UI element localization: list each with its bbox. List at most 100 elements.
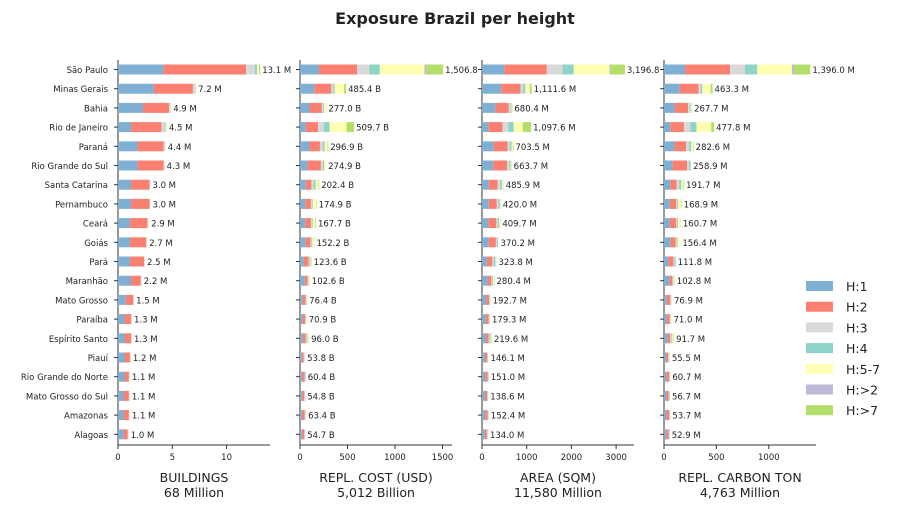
bar-segment-h-1 xyxy=(482,218,489,229)
bar-segment-h-2 xyxy=(302,333,306,344)
bar-value-label: 1.5 M xyxy=(136,296,160,306)
bar-segment-h-1 xyxy=(482,179,489,190)
bar-segment-h-3 xyxy=(310,198,312,209)
bar-segment-h-5-7 xyxy=(573,64,610,75)
bar-segment-h-2 xyxy=(674,102,689,113)
bar-segment-h-4 xyxy=(333,83,335,94)
bar-segment-h-4 xyxy=(508,122,514,133)
bar-segment-h-1 xyxy=(300,160,308,171)
x-axis-total: 5,012 Billion xyxy=(337,485,415,500)
bar-value-label: 274.9 B xyxy=(328,162,361,172)
bar-segment-h-2 xyxy=(669,198,677,209)
bar-segment-h-5-7 xyxy=(681,179,684,190)
bar-segment-h-2 xyxy=(486,294,490,305)
state-label: Ceará xyxy=(83,220,108,230)
bar-value-label: 54.7 B xyxy=(307,431,335,441)
bar-value-label: 1.1 M xyxy=(132,373,156,383)
bar-segment-h-2 xyxy=(125,294,134,305)
bar-segment-h-4 xyxy=(311,237,313,248)
bar-value-label: 280.4 M xyxy=(497,277,531,287)
bar-value-label: 202.4 B xyxy=(321,181,354,191)
bar-segment-h-2 xyxy=(153,83,193,94)
bar-segment-h-4 xyxy=(562,64,574,75)
bar-value-label: 60.7 M xyxy=(672,373,701,383)
bar-segment-h-1 xyxy=(300,141,310,152)
bar-segment-h-5-7 xyxy=(678,218,681,229)
bar-value-label: 296.9 B xyxy=(330,143,363,153)
bar-value-label: 1.3 M xyxy=(134,335,158,345)
bar-value-label: 151.0 M xyxy=(491,373,525,383)
bar-segment-h-4 xyxy=(509,141,512,152)
bar-segment-h-1 xyxy=(300,83,315,94)
state-label: Rio Grande do Sul xyxy=(31,162,108,172)
bar-segment-h-5-7 xyxy=(499,198,501,209)
bar-value-label: 663.7 M xyxy=(514,162,548,172)
bar-segment-h-2 xyxy=(123,390,129,401)
bar-value-label: 4.4 M xyxy=(168,143,192,153)
x-tick-label: 1000 xyxy=(516,453,538,463)
bar-segment-h-1 xyxy=(118,198,132,209)
bar-segment-h-3 xyxy=(492,256,494,267)
bar-segment-h-5-7 xyxy=(324,160,327,171)
bar-value-label: 1.1 M xyxy=(132,412,156,422)
legend-label: H:1 xyxy=(846,279,868,294)
bar-segment-h-4 xyxy=(309,256,311,267)
bar-segment-h-3 xyxy=(192,83,196,94)
bar-value-label: 1,111.6 M xyxy=(534,85,576,95)
x-axis-label: BUILDINGS xyxy=(160,470,229,485)
bar-segment-h-2 xyxy=(669,218,677,229)
bar-segment-h-5-7 xyxy=(312,218,316,229)
bar-segment-h-2 xyxy=(309,102,322,113)
bar-segment-h-1 xyxy=(482,371,486,382)
bar-segment-h-5-7 xyxy=(307,333,310,344)
bar-segment-h-3 xyxy=(320,160,323,171)
bar-segment-h-5-7 xyxy=(195,83,197,94)
x-tick-label: 3000 xyxy=(605,453,627,463)
bar-segment-h-1 xyxy=(482,390,485,401)
bar-segment-h-1 xyxy=(664,294,667,305)
bar-segment-h-4 xyxy=(669,390,670,401)
bar-value-label: 102.6 B xyxy=(312,277,345,287)
bar-segment-h-1 xyxy=(300,179,306,190)
bar-segment-h-4 xyxy=(489,333,491,344)
bar-value-label: 152.2 B xyxy=(316,239,349,249)
legend-label: H:>2 xyxy=(846,383,878,398)
bar-segment-h-1 xyxy=(482,64,505,75)
bar-segment-h-2 xyxy=(670,179,677,190)
legend-label: H:>7 xyxy=(846,403,878,418)
bar-segment-h-5-7 xyxy=(310,256,312,267)
bar-segment-h-2 xyxy=(672,160,688,171)
bar-segment-h-3 xyxy=(246,64,255,75)
bar-segment-h-7 xyxy=(426,64,444,75)
bar-segment-h-4 xyxy=(669,429,670,440)
bar-segment-h-4 xyxy=(679,179,682,190)
legend-swatch xyxy=(806,384,833,395)
x-tick-label: 0 xyxy=(661,453,666,463)
bar-segment-h-4 xyxy=(700,83,703,94)
bar-value-label: 2.5 M xyxy=(147,258,171,268)
bar-segment-h-3 xyxy=(546,64,563,75)
bar-segment-h-3 xyxy=(128,410,130,421)
x-tick-label: 1500 xyxy=(432,453,454,463)
bar-segment-h-1 xyxy=(300,218,306,229)
bar-value-label: 156.4 M xyxy=(682,239,716,249)
bar-segment-h-2 xyxy=(668,256,674,267)
bar-value-label: 96.0 B xyxy=(311,335,339,345)
bar-segment-h-7 xyxy=(327,141,329,152)
bar-value-label: 56.7 M xyxy=(672,392,701,402)
bar-value-label: 1,396.0 M xyxy=(812,66,854,76)
bar-segment-h-4 xyxy=(669,371,671,382)
bar-segment-h-1 xyxy=(482,256,487,267)
bar-segment-h-1 xyxy=(300,102,310,113)
bar-value-label: 102.8 M xyxy=(677,277,711,287)
bar-segment-h-4 xyxy=(674,256,676,267)
bar-segment-h-2 xyxy=(488,179,498,190)
bar-segment-h-1 xyxy=(300,390,302,401)
legend-swatch xyxy=(806,281,833,291)
chart-panel-1: 13.1 M São Paulo 7.2 M Minas Gerais 4.9 M Bah… xyxy=(21,60,291,500)
bar-segment-h-5-7 xyxy=(671,294,672,305)
bar-segment-h-2 xyxy=(123,410,129,421)
bar-segment-h-4 xyxy=(254,64,257,75)
x-axis-label: AREA (SQM) xyxy=(520,470,596,485)
bar-value-label: 168.9 M xyxy=(684,200,718,210)
